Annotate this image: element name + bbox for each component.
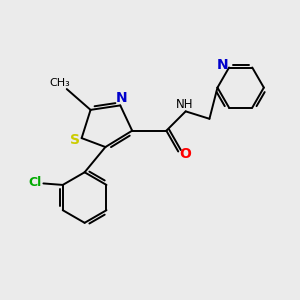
Text: CH₃: CH₃ [49,78,70,88]
Text: S: S [70,133,80,147]
Text: N: N [217,58,228,71]
Text: Cl: Cl [28,176,42,189]
Text: N: N [116,91,128,105]
Text: O: O [179,148,191,161]
Text: NH: NH [176,98,193,111]
